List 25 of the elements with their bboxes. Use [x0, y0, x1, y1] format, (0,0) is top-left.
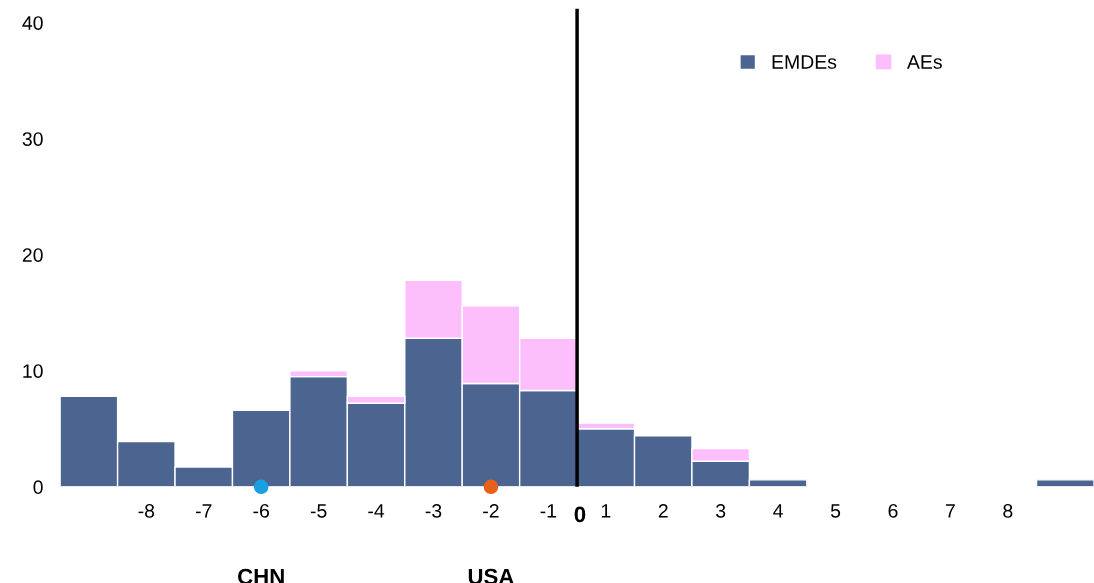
x-tick-label: 2 — [658, 503, 668, 518]
x-tick-label: -6 — [253, 503, 269, 518]
x-tick-label: 8 — [1003, 503, 1013, 518]
x-tick-label: 1 — [601, 504, 611, 518]
x-tick-label: 4 — [773, 504, 783, 518]
x-tick-label: 7 — [946, 504, 955, 518]
bar — [1035, 479, 1094, 487]
y-tick-label: 40 — [22, 16, 43, 30]
y-tick-label: 10 — [23, 364, 43, 379]
legend-label: EMDEs — [772, 55, 837, 69]
x-tick-label: -7 — [195, 504, 212, 518]
x-tick-label: -5 — [310, 504, 327, 518]
x-tick-label: -4 — [368, 504, 385, 518]
legend-label: AEs — [906, 55, 942, 69]
text: 0 — [574, 506, 586, 523]
x-tick-label: -1 — [540, 504, 557, 518]
x-tick-label: 3 — [716, 503, 726, 518]
y-tick-label: 30 — [22, 132, 43, 146]
y-tick-label: 20 — [22, 248, 43, 262]
x-tick-label: -8 — [138, 503, 155, 518]
y-tick-label: 0 — [33, 480, 43, 495]
x-tick-label: 5 — [830, 504, 841, 518]
x-tick-label: -3 — [425, 503, 442, 518]
x-tick-label: -2 — [483, 503, 499, 518]
x-tick-label: 6 — [888, 503, 898, 518]
